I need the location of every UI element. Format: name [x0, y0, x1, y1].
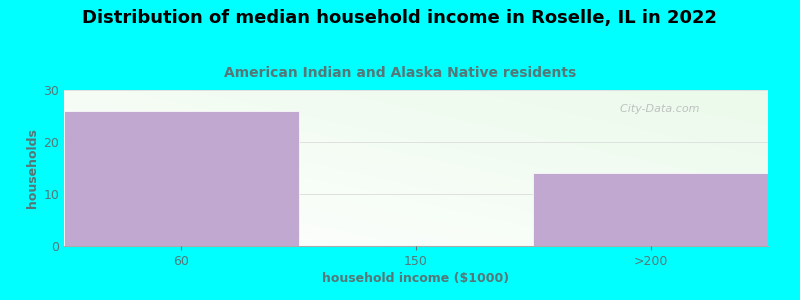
Bar	[64, 111, 298, 246]
Bar	[534, 173, 768, 246]
X-axis label: household income ($1000): household income ($1000)	[322, 272, 510, 285]
Y-axis label: households: households	[26, 128, 39, 208]
Text: American Indian and Alaska Native residents: American Indian and Alaska Native reside…	[224, 66, 576, 80]
Text: City-Data.com: City-Data.com	[613, 104, 700, 114]
Text: Distribution of median household income in Roselle, IL in 2022: Distribution of median household income …	[82, 9, 718, 27]
